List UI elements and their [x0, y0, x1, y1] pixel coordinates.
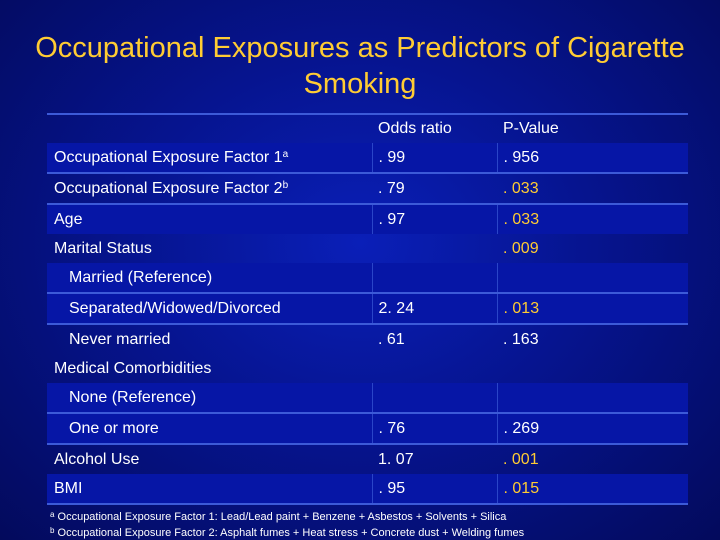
row-label-text: One or more [69, 419, 159, 437]
row-label: Marital Status [47, 234, 372, 263]
row-label-text: Married (Reference) [69, 268, 213, 286]
row-label-text: Never married [69, 330, 171, 348]
table-row: Marital Status . 009 [47, 234, 688, 263]
row-label: None (Reference) [47, 383, 372, 414]
p-value-cell [496, 383, 688, 414]
row-label: Alcohol Use [47, 444, 372, 474]
odds-ratio-cell [372, 234, 497, 263]
p-value-cell: . 033 [497, 173, 688, 205]
p-value-cell: . 009 [503, 239, 539, 257]
table-row: BMI . 95. 015 [47, 474, 688, 505]
row-label-superscript: a [282, 148, 289, 160]
row-label-text: Medical Comorbidities [54, 359, 212, 377]
footnote-a: a Occupational Exposure Factor 1: Lead/L… [50, 508, 710, 524]
odds-ratio-cell: . 97 [371, 204, 497, 234]
header-p-value: P-Value [503, 120, 559, 137]
table-row: Medical Comorbidities [47, 354, 688, 383]
footnote-b-text: Occupational Exposure Factor 2: Asphalt … [57, 527, 525, 539]
row-label-superscript: b [282, 179, 289, 191]
odds-ratio-cell: . 99 [371, 143, 497, 174]
top-rule [47, 113, 688, 115]
row-label: Married (Reference) [47, 263, 372, 294]
row-label-text: Occupational Exposure Factor 2 [54, 179, 283, 197]
row-label: Occupational Exposure Factor 2b [47, 173, 372, 205]
odds-ratio-cell [371, 383, 497, 414]
row-label: Medical Comorbidities [47, 354, 372, 383]
odds-ratio-cell: . 76 [371, 413, 497, 445]
row-label: One or more [47, 413, 372, 445]
table-row: Separated/Widowed/Divorced 2. 24. 013 [47, 293, 688, 325]
header-label [47, 115, 372, 143]
p-value-cell [497, 354, 688, 383]
row-label-text: Occupational Exposure Factor 1 [54, 148, 283, 166]
row-label: Age [47, 204, 372, 234]
odds-ratio-cell [371, 263, 497, 294]
table-row: Alcohol Use 1. 07 . 001 [47, 444, 688, 474]
odds-ratio-cell: . 79 [372, 173, 497, 205]
p-value-cell [496, 263, 688, 294]
p-value-cell: . 013 [496, 293, 688, 325]
p-value-cell: . 956 [496, 143, 688, 174]
row-label-text: None (Reference) [69, 388, 197, 406]
odds-ratio-cell: 2. 24 [371, 293, 497, 325]
slide-title: Occupational Exposures as Predictors of … [35, 32, 685, 100]
table-row: None (Reference) [47, 383, 688, 414]
row-label: BMI [47, 474, 372, 505]
row-label-text: Age [54, 210, 83, 228]
table-row: Occupational Exposure Factor 1a. 99. 956 [47, 143, 688, 174]
row-label: Never married [47, 324, 372, 354]
row-label-text: BMI [54, 479, 83, 497]
p-value-cell: . 163 [503, 330, 539, 348]
p-value-cell: . 015 [496, 474, 688, 505]
row-label-text: Marital Status [54, 239, 152, 257]
odds-ratio-cell: . 61 [378, 330, 405, 348]
odds-ratio-cell [372, 354, 497, 383]
odds-ratio-cell: . 95 [371, 474, 497, 505]
p-value-cell: . 269 [496, 413, 688, 445]
table-row: Age . 97. 033 [47, 204, 688, 234]
table-row: Married (Reference) [47, 263, 688, 294]
row-label: Occupational Exposure Factor 1a [47, 143, 372, 174]
footnote-b: b Occupational Exposure Factor 2: Asphal… [50, 524, 710, 540]
odds-ratio-cell: 1. 07 [378, 450, 414, 468]
table-row: Occupational Exposure Factor 2b. 79. 033 [47, 173, 688, 205]
p-value-cell: . 001 [503, 450, 539, 468]
footnote-b-marker: b [50, 526, 55, 535]
footnote-a-text: Occupational Exposure Factor 1: Lead/Lea… [57, 511, 507, 523]
footnotes: a Occupational Exposure Factor 1: Lead/L… [50, 508, 710, 540]
odds-ratio-table: Odds ratio P-Value Occupational Exposure… [47, 115, 688, 505]
header-odds-ratio: Odds ratio [378, 120, 452, 137]
row-label-text: Separated/Widowed/Divorced [69, 299, 281, 317]
row-label: Separated/Widowed/Divorced [47, 293, 372, 325]
table-row: One or more . 76. 269 [47, 413, 688, 445]
table-header-row: Odds ratio P-Value [47, 115, 688, 143]
footnote-a-marker: a [50, 510, 55, 519]
row-label-text: Alcohol Use [54, 450, 140, 468]
p-value-cell: . 033 [496, 204, 688, 234]
table-row: Never married . 61 . 163 [47, 324, 688, 354]
